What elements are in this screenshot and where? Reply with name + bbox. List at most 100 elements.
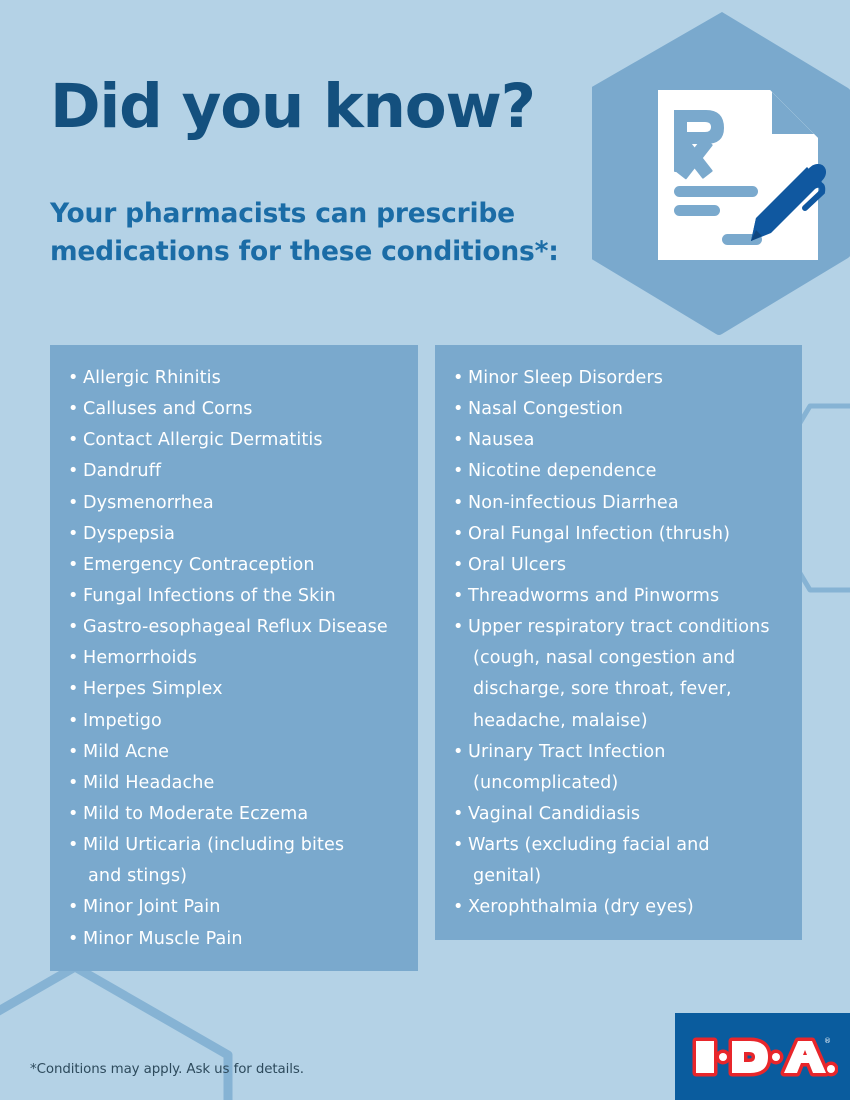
condition-item: • Hemorrhoids	[66, 643, 402, 674]
condition-item: • Fungal Infections of the Skin	[66, 581, 402, 612]
condition-item: • Contact Allergic Dermatitis	[66, 425, 402, 456]
condition-label: Non-infectious Diarrhea	[468, 492, 679, 513]
bullet-icon: •	[68, 585, 79, 606]
condition-label: Calluses and Corns	[83, 399, 253, 420]
condition-item: • Xerophthalmia (dry eyes)	[451, 892, 786, 923]
conditions-list-left: • Allergic Rhinitis • Calluses and Corns • Co…	[66, 363, 402, 955]
condition-item: • Mild Headache	[66, 768, 402, 799]
bullet-icon: •	[68, 928, 79, 949]
bullet-icon: •	[68, 554, 79, 575]
condition-label: Dandruff	[83, 461, 162, 482]
bullet-icon: •	[68, 399, 79, 420]
ida-logo: ®	[675, 1013, 850, 1100]
condition-label: Contact Allergic Dermatitis	[83, 430, 323, 451]
ida-logo-icon: ®	[692, 1037, 838, 1076]
bullet-icon: •	[68, 772, 79, 793]
bullet-icon: •	[68, 741, 79, 762]
bullet-icon: •	[68, 835, 79, 856]
condition-label: Herpes Simplex	[83, 679, 223, 700]
bullet-icon: •	[68, 897, 79, 918]
bullet-icon: •	[68, 648, 79, 669]
bullet-icon: •	[453, 741, 464, 762]
condition-label: Minor Muscle Pain	[83, 928, 243, 949]
bullet-icon: •	[453, 523, 464, 544]
condition-label: Mild Urticaria (including bites	[83, 835, 345, 856]
condition-label: Gastro-esophageal Reflux Disease	[83, 617, 388, 638]
conditions-list-right: • Minor Sleep Disorders • Nasal Congestion •…	[451, 363, 786, 924]
page-subtitle: Your pharmacists can prescribe medicatio…	[50, 198, 559, 267]
condition-item: • Dyspepsia	[66, 519, 402, 550]
condition-item: • Impetigo	[66, 706, 402, 737]
condition-label: Oral Ulcers	[468, 554, 567, 575]
condition-label: Dyspepsia	[83, 523, 176, 544]
condition-label: Threadworms and Pinworms	[468, 585, 720, 606]
conditions-panels: • Allergic Rhinitis • Calluses and Corns • Co…	[50, 345, 802, 971]
condition-item: • Calluses and Corns	[66, 394, 402, 425]
condition-item: • Emergency Contraception	[66, 550, 402, 581]
condition-item: • Herpes Simplex	[66, 674, 402, 705]
bullet-icon: •	[453, 554, 464, 575]
bullet-icon: •	[453, 461, 464, 482]
bullet-icon: •	[453, 430, 464, 451]
condition-label: Warts (excluding facial and	[468, 835, 710, 856]
condition-item: • Gastro-esophageal Reflux Disease	[66, 612, 402, 643]
condition-item: • Oral Ulcers	[451, 550, 786, 581]
condition-label: Oral Fungal Infection (thrush)	[468, 523, 731, 544]
page-title: Did you know?	[50, 71, 536, 142]
condition-item: • Minor Joint Pain	[66, 892, 402, 923]
condition-item: • Vaginal Candidiasis	[451, 799, 786, 830]
condition-label: Mild Headache	[83, 772, 215, 793]
condition-label-continuation: (uncomplicated)	[473, 772, 619, 793]
bullet-icon: •	[453, 585, 464, 606]
bullet-icon: •	[453, 399, 464, 420]
condition-label: Dysmenorrhea	[83, 492, 214, 513]
condition-label: Mild Acne	[83, 741, 169, 762]
condition-label: Mild to Moderate Eczema	[83, 803, 309, 824]
condition-label: Xerophthalmia (dry eyes)	[468, 897, 694, 918]
condition-item: • Nasal Congestion	[451, 394, 786, 425]
bullet-icon: •	[68, 461, 79, 482]
condition-item: • Urinary Tract Infection (uncomplicated)	[451, 737, 786, 799]
condition-label: Minor Sleep Disorders	[468, 368, 664, 388]
rx-symbol	[674, 110, 724, 180]
condition-label: Upper respiratory tract conditions	[468, 617, 770, 638]
bullet-icon: •	[68, 710, 79, 731]
bullet-icon: •	[453, 803, 464, 824]
hexagon-outline-icon-bottom	[0, 962, 233, 1100]
condition-label: Minor Joint Pain	[83, 897, 221, 918]
condition-item: • Allergic Rhinitis	[66, 363, 402, 394]
condition-label: Emergency Contraception	[83, 554, 315, 575]
condition-item: • Upper respiratory tract conditions (coug…	[451, 612, 786, 737]
bullet-icon: •	[68, 492, 79, 513]
condition-item: • Minor Muscle Pain	[66, 924, 402, 955]
condition-item: • Mild Acne	[66, 737, 402, 768]
conditions-panel-left: • Allergic Rhinitis • Calluses and Corns • Co…	[50, 345, 418, 971]
rx-document-icon	[658, 90, 827, 260]
condition-label-continuation: and stings)	[88, 866, 188, 887]
condition-label: Fungal Infections of the Skin	[83, 585, 336, 606]
bullet-icon: •	[68, 803, 79, 824]
bullet-icon: •	[453, 492, 464, 513]
bullet-icon: •	[453, 617, 464, 638]
condition-item: • Warts (excluding facial and genital)	[451, 830, 786, 892]
bullet-icon: •	[453, 368, 464, 388]
condition-label-continuation: genital)	[473, 866, 542, 887]
condition-label: Allergic Rhinitis	[83, 368, 221, 388]
pen-icon	[751, 163, 827, 241]
bullet-icon: •	[453, 897, 464, 918]
bullet-icon: •	[68, 523, 79, 544]
condition-item: • Nausea	[451, 425, 786, 456]
bullet-icon: •	[68, 430, 79, 451]
bullet-icon: •	[68, 679, 79, 700]
condition-label: Nausea	[468, 430, 535, 451]
bullet-icon: •	[68, 617, 79, 638]
condition-label: Impetigo	[83, 710, 162, 731]
condition-label: Urinary Tract Infection	[468, 741, 666, 762]
condition-item: • Oral Fungal Infection (thrush)	[451, 519, 786, 550]
condition-item: • Nicotine dependence	[451, 456, 786, 487]
condition-item: • Mild to Moderate Eczema	[66, 799, 402, 830]
bullet-icon: •	[68, 368, 79, 388]
condition-label: Vaginal Candidiasis	[468, 803, 641, 824]
poster-header: Did you know? Your pharmacists can presc…	[50, 76, 590, 270]
